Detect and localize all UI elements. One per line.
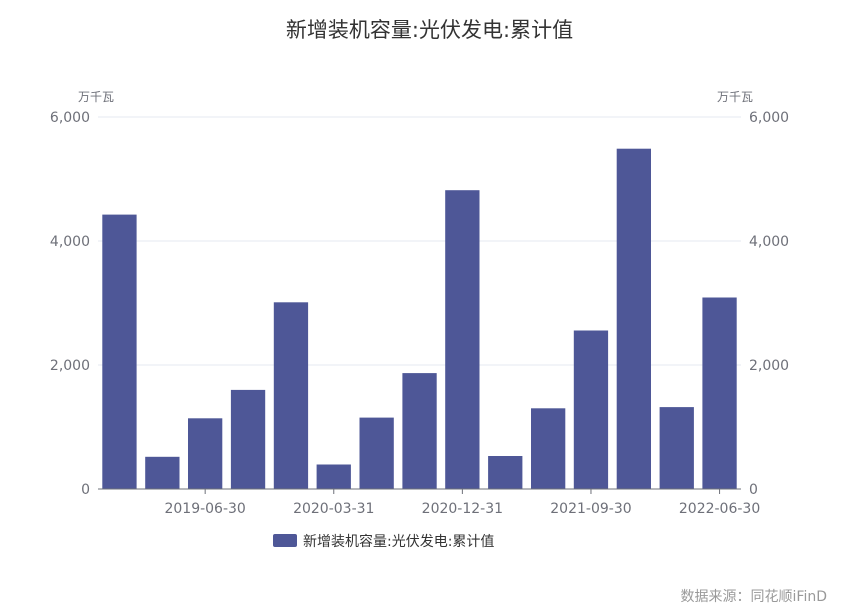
- bar[interactable]: [702, 297, 737, 490]
- left-tick-label: 2,000: [50, 358, 90, 374]
- data-source-note: 数据来源：同花顺iFinD: [680, 589, 827, 605]
- bar[interactable]: [659, 407, 694, 489]
- left-axis-unit: 万千瓦: [78, 90, 114, 104]
- left-tick-label: 6,000: [50, 110, 90, 126]
- chart-title: 新增装机容量:光伏发电:累计值: [285, 18, 574, 42]
- bar[interactable]: [102, 214, 137, 489]
- bars: [102, 148, 737, 490]
- bar[interactable]: [359, 417, 394, 489]
- legend-swatch: [273, 534, 297, 547]
- right-axis-ticks: 0 2,000 4,000 6,000: [749, 110, 789, 498]
- bar[interactable]: [445, 190, 480, 489]
- bar[interactable]: [488, 456, 523, 489]
- right-tick-label: 4,000: [749, 234, 789, 250]
- x-tick-label: 2020-03-31: [293, 501, 374, 517]
- bar[interactable]: [573, 330, 609, 490]
- left-tick-label: 0: [81, 482, 90, 498]
- left-axis-ticks: 0 2,000 4,000 6,000: [50, 110, 90, 498]
- bar[interactable]: [273, 302, 309, 489]
- bar[interactable]: [230, 389, 266, 489]
- right-tick-label: 0: [749, 482, 758, 498]
- right-tick-label: 6,000: [749, 110, 789, 126]
- x-tick-label: 2022-06-30: [679, 501, 760, 517]
- x-tick-label: 2019-06-30: [164, 501, 245, 517]
- bar[interactable]: [188, 418, 223, 489]
- bar[interactable]: [616, 148, 651, 489]
- x-axis-ticks: 2019-06-30 2020-03-31 2020-12-31 2021-09-30…: [164, 489, 760, 517]
- right-tick-label: 2,000: [749, 358, 789, 374]
- left-tick-label: 4,000: [50, 234, 90, 250]
- right-axis-unit: 万千瓦: [717, 90, 753, 104]
- x-tick-label: 2021-09-30: [550, 501, 631, 517]
- legend-label: 新增装机容量:光伏发电:累计值: [303, 533, 494, 550]
- bar[interactable]: [316, 464, 351, 490]
- bar[interactable]: [145, 456, 180, 489]
- bar[interactable]: [402, 373, 437, 489]
- bar[interactable]: [531, 408, 566, 489]
- legend[interactable]: 新增装机容量:光伏发电:累计值: [273, 533, 494, 550]
- x-tick-label: 2020-12-31: [422, 501, 503, 517]
